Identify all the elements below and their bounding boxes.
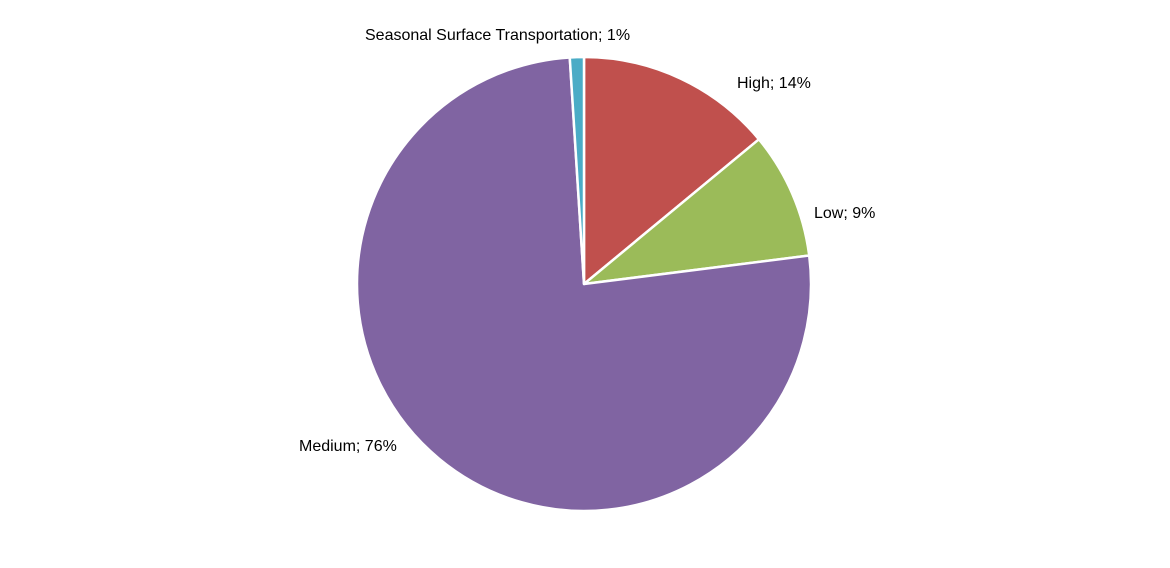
data-label-low: Low; 9% xyxy=(814,205,876,222)
data-label-medium: Medium; 76% xyxy=(299,438,397,455)
pie-slices xyxy=(355,55,813,513)
pie-slice-seasonal-surface-transportation xyxy=(568,55,586,286)
data-label-high: High; 14% xyxy=(737,75,811,92)
pie-slice-low xyxy=(582,138,811,286)
pie-slice-high xyxy=(582,55,761,286)
data-label-seasonal-surface-transportation: Seasonal Surface Transportation; 1% xyxy=(365,27,631,44)
